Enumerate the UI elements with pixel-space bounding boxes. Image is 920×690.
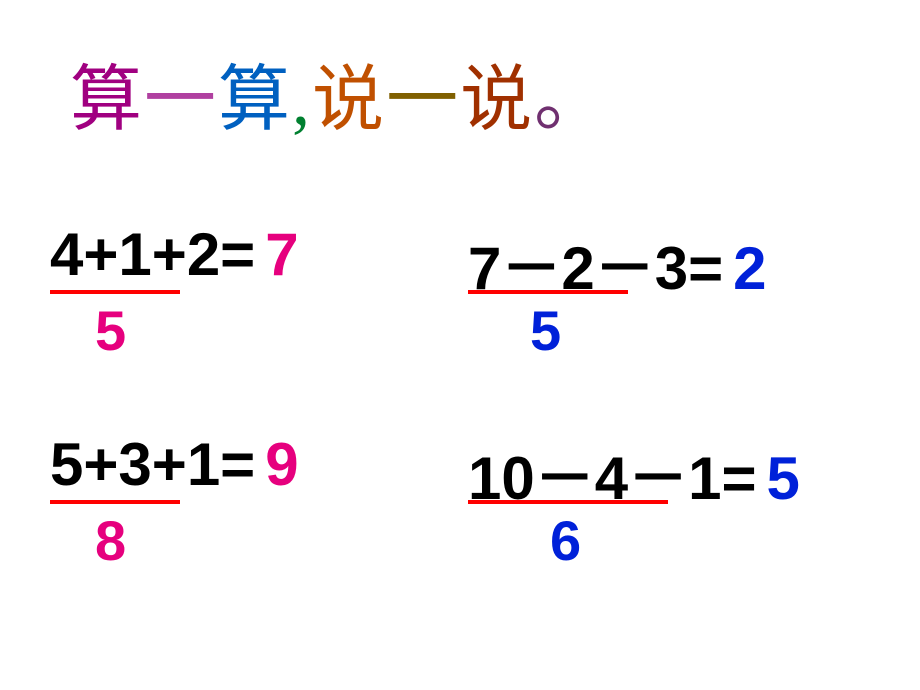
equation-1: 4+1+2=7 [50,220,299,289]
equation-3-intermediate: 8 [95,508,126,573]
page-title: 算一算, 说一说。 [70,40,608,145]
equation-4-intermediate: 6 [550,508,581,573]
equation-1-underline [50,290,180,294]
equation-1-intermediate: 5 [95,298,126,363]
equation-answer: 9 [265,431,298,498]
equation-expr: 4+1+2= [50,221,255,288]
equation-3-underline [50,500,180,504]
title-char: 说 [460,40,534,145]
equation-answer: 5 [767,445,800,512]
title-char: 算 [70,40,144,145]
title-char: 一 [144,40,218,145]
equation-expr: 5+3+1= [50,431,255,498]
title-char: 一 [386,40,460,145]
equation-4-underline [468,500,668,504]
equation-answer: 2 [733,235,766,302]
title-char: , [292,59,312,142]
title-char: 算 [218,40,292,145]
title-char: 说 [312,40,386,145]
title-char: 。 [534,40,608,145]
equation-3: 5+3+1=9 [50,430,299,499]
equation-answer: 7 [265,221,298,288]
equation-2-intermediate: 5 [530,298,561,363]
equation-2-underline [468,290,628,294]
